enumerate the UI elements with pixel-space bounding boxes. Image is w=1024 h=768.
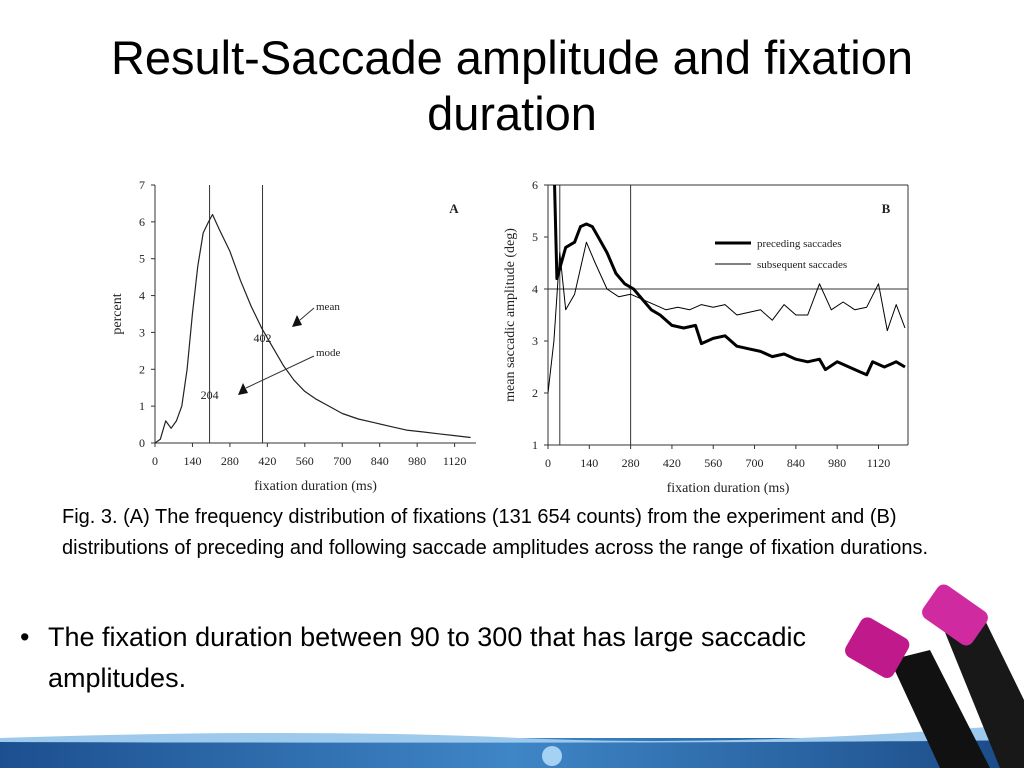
bullet-list: The fixation duration between 90 to 300 … — [20, 617, 880, 699]
y-axis-label: mean saccadic amplitude (deg) — [503, 228, 518, 402]
y-tick-label: 0 — [139, 436, 145, 450]
cable — [890, 650, 990, 768]
y-axis-label: percent — [110, 293, 125, 334]
x-tick-label: 700 — [333, 454, 351, 468]
reference-label: 402 — [254, 331, 272, 345]
x-tick-label: 280 — [221, 454, 239, 468]
x-tick-label: 280 — [622, 456, 640, 470]
x-tick-label: 0 — [545, 456, 551, 470]
panel-label: A — [449, 201, 459, 216]
slide-title: Result-Saccade amplitude and fixation du… — [110, 31, 914, 140]
annotation-arrow — [299, 307, 315, 321]
y-tick-label: 5 — [532, 230, 538, 244]
panel-label: B — [882, 201, 891, 216]
plug — [922, 584, 988, 646]
x-tick-label: 840 — [371, 454, 389, 468]
cable — [940, 610, 1024, 768]
y-tick-label: 2 — [532, 386, 538, 400]
x-tick-label: 980 — [828, 456, 846, 470]
annotation-arrowhead — [238, 383, 248, 395]
annotation-arrow — [245, 355, 315, 389]
y-tick-label: 4 — [139, 289, 145, 303]
data-line — [553, 185, 906, 377]
y-tick-label: 5 — [139, 252, 145, 266]
data-line — [548, 241, 906, 394]
x-tick-label: 1120 — [867, 456, 891, 470]
y-tick-label: 3 — [532, 334, 538, 348]
annotation: mode — [316, 347, 341, 359]
y-tick-label: 2 — [139, 362, 145, 376]
annotation: mean — [316, 301, 340, 313]
x-tick-label: 840 — [787, 456, 805, 470]
x-axis-label: fixation duration (ms) — [254, 479, 377, 494]
x-tick-label: 700 — [746, 456, 764, 470]
legend-label: subsequent saccades — [757, 259, 847, 271]
annotation-arrowhead — [292, 315, 302, 327]
figure-caption: Fig. 3. (A) The frequency distribution o… — [62, 506, 929, 559]
x-tick-label: 0 — [152, 454, 158, 468]
y-tick-label: 6 — [139, 215, 145, 229]
reference-label: 204 — [201, 388, 219, 402]
data-line — [155, 213, 471, 443]
chart: 0 1 2 3 4 5 6 7 0 140 280 420 560 700 840 980 1120 fixati… — [110, 178, 476, 494]
x-tick-label: 420 — [258, 454, 276, 468]
y-tick-label: 1 — [532, 438, 538, 452]
x-tick-label: 140 — [183, 454, 201, 468]
footer-band — [0, 738, 1024, 768]
bullet: The fixation duration between 90 to 300 … — [20, 617, 880, 699]
x-tick-label: 1120 — [443, 454, 467, 468]
footer-wave — [0, 724, 1024, 743]
y-tick-label: 3 — [139, 325, 145, 339]
x-tick-label: 140 — [580, 456, 598, 470]
glow — [542, 746, 562, 766]
y-tick-label: 7 — [139, 178, 145, 192]
x-tick-label: 560 — [296, 454, 314, 468]
y-tick-label: 4 — [532, 282, 538, 296]
y-tick-label: 6 — [532, 178, 538, 192]
x-tick-label: 420 — [663, 456, 681, 470]
x-tick-label: 560 — [704, 456, 722, 470]
x-tick-label: 980 — [408, 454, 426, 468]
decor — [0, 584, 1024, 768]
legend-label: preceding saccades — [757, 238, 842, 250]
y-tick-label: 1 — [139, 399, 145, 413]
x-axis-label: fixation duration (ms) — [667, 481, 790, 496]
